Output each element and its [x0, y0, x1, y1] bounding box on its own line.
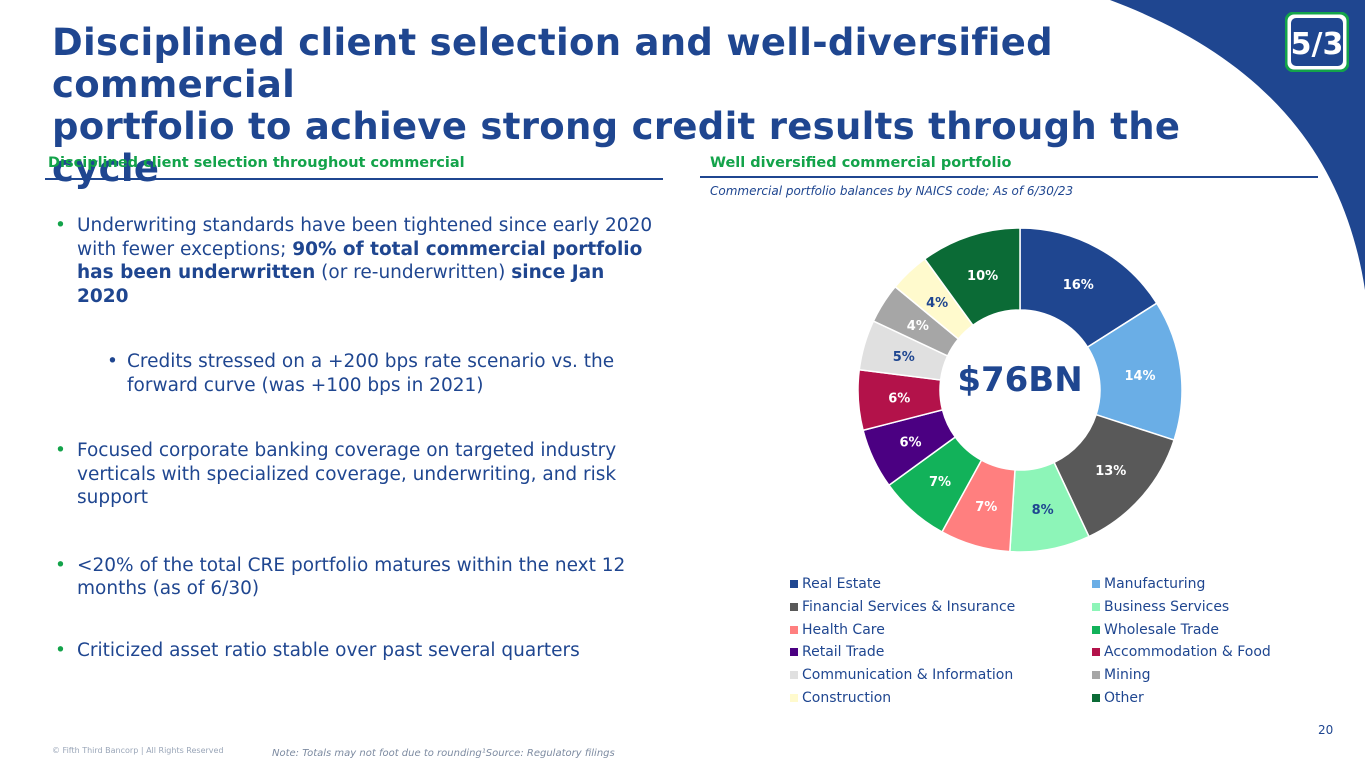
- donut-data-label: 6%: [888, 392, 910, 407]
- donut-data-label: 16%: [1063, 278, 1094, 293]
- legend-row: Real Estate Manufacturing: [790, 573, 1310, 596]
- legend-label: Mining: [1104, 667, 1151, 684]
- legend-swatch: [1092, 671, 1100, 680]
- legend-label: Health Care: [802, 621, 885, 638]
- sub-bullet-stress-test: Credits stressed on a +200 bps rate scen…: [107, 350, 655, 397]
- donut-data-label: 5%: [893, 350, 915, 365]
- donut-data-label: 6%: [899, 436, 921, 451]
- legend-label: Construction: [802, 689, 892, 706]
- legend-label: Retail Trade: [802, 644, 885, 661]
- page-number: 20: [1318, 723, 1334, 737]
- legend-label: Other: [1104, 689, 1144, 706]
- legend-item: Manufacturing: [1092, 573, 1310, 596]
- legend-item: Wholesale Trade: [1092, 618, 1310, 641]
- donut-slice-real-estate: [1019, 227, 1158, 349]
- title-line-1: Disciplined client selection and well-di…: [52, 21, 1053, 106]
- legend-item: Mining: [1092, 664, 1310, 687]
- legend-swatch: [1092, 603, 1100, 612]
- legend-row: Construction Other: [790, 686, 1310, 709]
- legend-swatch: [790, 648, 798, 657]
- legend-label: Wholesale Trade: [1104, 621, 1219, 638]
- legend-row: Financial Services & Insurance Business S…: [790, 596, 1310, 619]
- chart-legend: Real Estate Manufacturing Financial Servic…: [790, 573, 1310, 709]
- donut-data-label: 7%: [929, 475, 951, 490]
- legend-row: Communication & Information Mining: [790, 664, 1310, 687]
- donut-data-label: 7%: [975, 500, 997, 515]
- legend-label: Financial Services & Insurance: [802, 599, 1016, 616]
- legend-label: Real Estate: [802, 576, 881, 593]
- legend-item: Accommodation & Food: [1092, 641, 1310, 664]
- left-section-rule: [45, 178, 663, 180]
- legend-swatch: [790, 603, 798, 612]
- right-section-heading: Well diversified commercial portfolio: [710, 155, 1012, 171]
- legend-label: Accommodation & Food: [1104, 644, 1271, 661]
- legend-item: Financial Services & Insurance: [790, 596, 1092, 619]
- legend-swatch: [790, 671, 798, 680]
- left-section-heading: Disciplined client selection throughout …: [48, 155, 465, 171]
- copyright-text: © Fifth Third Bancorp | All Rights Reser…: [52, 746, 224, 755]
- portfolio-donut-chart: 16% 14% 13% 8% 7% 7% 6% 6% 5% 4% 4% 10%: [857, 227, 1183, 553]
- legend-item: Real Estate: [790, 573, 1092, 596]
- legend-label: Manufacturing: [1104, 576, 1206, 593]
- donut-data-label: 4%: [926, 296, 948, 311]
- right-section-rule: [700, 176, 1318, 178]
- legend-item: Construction: [790, 686, 1092, 709]
- bullet-criticized-assets: Criticized asset ratio stable over past …: [55, 639, 655, 663]
- legend-item: Other: [1092, 686, 1310, 709]
- donut-data-label: 14%: [1124, 369, 1155, 384]
- footnote: Note: Totals may not foot due to roundin…: [272, 748, 615, 759]
- fifth-third-logo: 5/3: [1285, 12, 1349, 72]
- legend-item: Business Services: [1092, 596, 1310, 619]
- bullet-underwriting: Underwriting standards have been tighten…: [55, 214, 655, 308]
- legend-swatch: [790, 625, 798, 634]
- chart-center-total: $76BN: [957, 360, 1083, 400]
- legend-swatch: [1092, 648, 1100, 657]
- legend-swatch: [1092, 693, 1100, 702]
- legend-row: Health Care Wholesale Trade: [790, 618, 1310, 641]
- legend-swatch: [790, 580, 798, 589]
- legend-swatch: [790, 693, 798, 702]
- donut-data-label: 13%: [1095, 464, 1126, 479]
- svg-text:5/3: 5/3: [1291, 27, 1344, 62]
- bullet-corporate-banking: Focused corporate banking coverage on ta…: [55, 439, 655, 510]
- legend-label: Communication & Information: [802, 667, 1014, 684]
- legend-item: Communication & Information: [790, 664, 1092, 687]
- legend-item: Retail Trade: [790, 641, 1092, 664]
- legend-swatch: [1092, 580, 1100, 589]
- legend-item: Health Care: [790, 618, 1092, 641]
- bullet-cre-maturity: <20% of the total CRE portfolio matures …: [55, 554, 655, 601]
- donut-data-label: 4%: [907, 319, 929, 334]
- title-line-2: portfolio to achieve strong credit resul…: [52, 105, 1181, 190]
- donut-data-label: 10%: [967, 269, 998, 284]
- bullet-list: Underwriting standards have been tighten…: [55, 214, 655, 662]
- legend-label: Business Services: [1104, 599, 1230, 616]
- page-title: Disciplined client selection and well-di…: [52, 22, 1252, 190]
- legend-row: Retail Trade Accommodation & Food: [790, 641, 1310, 664]
- donut-slice-other: [923, 227, 1021, 327]
- legend-swatch: [1092, 625, 1100, 634]
- chart-subtitle: Commercial portfolio balances by NAICS c…: [710, 184, 1074, 198]
- donut-data-label: 8%: [1032, 503, 1054, 518]
